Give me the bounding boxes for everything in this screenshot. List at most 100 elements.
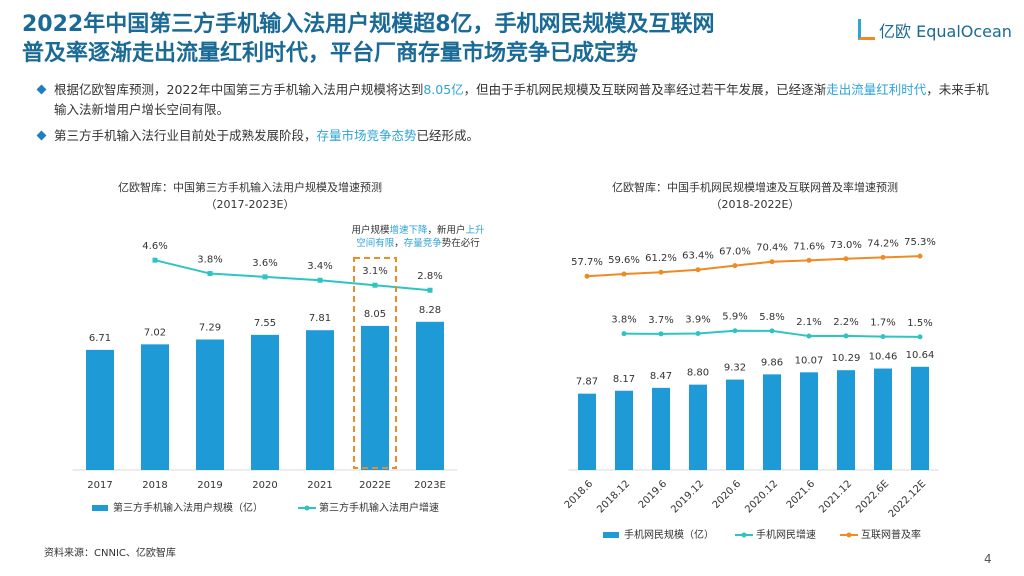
bar [726, 379, 744, 470]
bar-label: 10.64 [906, 350, 935, 361]
bullet-text: 走出流量红利时代 [826, 82, 927, 97]
bar-label: 8.80 [687, 368, 709, 379]
legend-label: 手机网民规模（亿） [624, 528, 714, 541]
line-marker [806, 257, 812, 263]
legend-label: 手机网民增速 [756, 528, 816, 541]
x-tick-label: 2021 [307, 480, 332, 491]
line-marker [152, 257, 158, 263]
bar-label: 10.29 [832, 353, 861, 364]
source: 资料来源：CNNIC、亿欧智库 [44, 548, 176, 559]
line-label: 3.6% [252, 258, 277, 269]
bar [763, 374, 781, 470]
x-tick-label: 2020.12 [743, 478, 780, 515]
bar-label: 7.81 [309, 313, 331, 324]
line-marker [917, 334, 923, 340]
bar [86, 349, 114, 470]
x-tick-label: 2017 [87, 480, 112, 491]
line-label: 59.6% [608, 255, 640, 266]
annotation-text: 空间有限 [356, 237, 395, 249]
line-label: 3.8% [197, 255, 222, 266]
page-number: 4 [984, 552, 992, 566]
annotation-text: ， [394, 238, 404, 249]
bar [874, 368, 892, 470]
bar [196, 339, 224, 470]
title-line: 普及率逐渐走出流量红利时代，平台厂商存量市场竞争已成定势 [22, 41, 639, 66]
x-tick-label: 2021.6 [785, 478, 818, 511]
line-marker [427, 287, 433, 293]
bar [689, 384, 707, 470]
bar-label: 10.07 [795, 355, 824, 366]
x-tick-label: 2022.12E [887, 478, 928, 519]
line-label: 63.4% [682, 251, 714, 262]
bullet-text: ，但由于手机网民规模及互联网普及率经过若干年发展，已经逐渐 [463, 82, 827, 97]
x-tick-label: 2018.12 [595, 478, 632, 515]
line-label: 2.1% [796, 317, 821, 328]
legend-label: 互联网普及率 [861, 528, 921, 541]
legend-swatch [603, 532, 619, 538]
line-marker [695, 331, 701, 337]
bar [800, 372, 818, 470]
slide-title: 2022年中国第三方手机输入法用户规模超8亿，手机网民规模及互联网 普及率逐渐走… [22, 10, 842, 68]
bar-label: 8.28 [419, 305, 441, 316]
bar-label: 8.17 [613, 374, 635, 385]
annotation-text: 势在必行 [442, 237, 481, 249]
chart-title: 亿欧智库：中国手机网民规模增速及互联网普及率增速预测 [612, 180, 898, 194]
bar-label: 9.86 [761, 357, 783, 368]
bar-label: 8.05 [364, 309, 386, 320]
line-label: 3.8% [611, 315, 636, 326]
x-tick-label: 2018 [142, 480, 167, 491]
line-label: 3.1% [362, 266, 387, 277]
line-marker [262, 274, 268, 280]
bullet-text: 已经形成。 [416, 128, 480, 143]
line-marker [621, 331, 627, 337]
x-tick-label: 2022E [359, 480, 391, 491]
legend-label: 第三方手机输入法用户规模（亿） [113, 501, 263, 514]
line-label: 61.2% [645, 253, 677, 264]
line-marker [917, 253, 923, 259]
bar [306, 330, 334, 470]
line-label: 2.8% [417, 271, 442, 282]
title-line: 2022年中国第三方手机输入法用户规模超8亿，手机网民规模及互联网 [22, 12, 715, 37]
bar [361, 325, 389, 470]
chart-subtitle: （2018-2022E） [711, 198, 800, 211]
bullet-text: 8.05亿 [423, 82, 464, 97]
annotation-text: 增速下降 [389, 224, 428, 236]
x-tick-label: 2019.6 [637, 478, 670, 511]
bar [837, 370, 855, 470]
annotation-text: 用户规模 [351, 224, 390, 236]
line [586, 255, 921, 278]
line-marker [769, 259, 775, 265]
line-label: 70.4% [756, 243, 788, 254]
line-marker [880, 334, 886, 340]
x-tick-label: 2023E [414, 480, 446, 491]
line-marker [621, 271, 627, 277]
line-label: 5.9% [722, 312, 747, 323]
bar [578, 393, 596, 470]
line-marker [658, 331, 664, 337]
x-tick-label: 2018.6 [563, 478, 596, 511]
logo-en: EqualOcean [916, 22, 1012, 41]
x-tick-label: 2022.6E [854, 478, 891, 515]
line-label: 1.7% [870, 318, 895, 329]
line-marker [843, 333, 849, 339]
logo: 亿欧 EqualOcean [858, 18, 1012, 42]
line-label: 2.2% [833, 317, 858, 328]
line [154, 259, 431, 292]
line-marker [806, 333, 812, 339]
line-label: 3.9% [685, 315, 710, 326]
bar [652, 387, 670, 470]
bullet-text: 根据亿欧智库预测，2022年中国第三方手机输入法用户规模将达到 [54, 82, 424, 97]
legend-swatch [92, 505, 108, 511]
line-label: 71.6% [793, 241, 825, 252]
bar [911, 366, 929, 470]
logo-icon [858, 19, 875, 40]
legend-label: 第三方手机输入法用户增速 [319, 501, 439, 514]
bar-label: 7.29 [199, 323, 221, 334]
x-tick-label: 2021.12 [817, 478, 854, 515]
bar-label: 9.32 [724, 363, 746, 374]
legend-marker [304, 505, 310, 511]
line-marker [843, 256, 849, 262]
line-marker [732, 263, 738, 269]
x-tick-label: 2020.6 [711, 478, 744, 511]
